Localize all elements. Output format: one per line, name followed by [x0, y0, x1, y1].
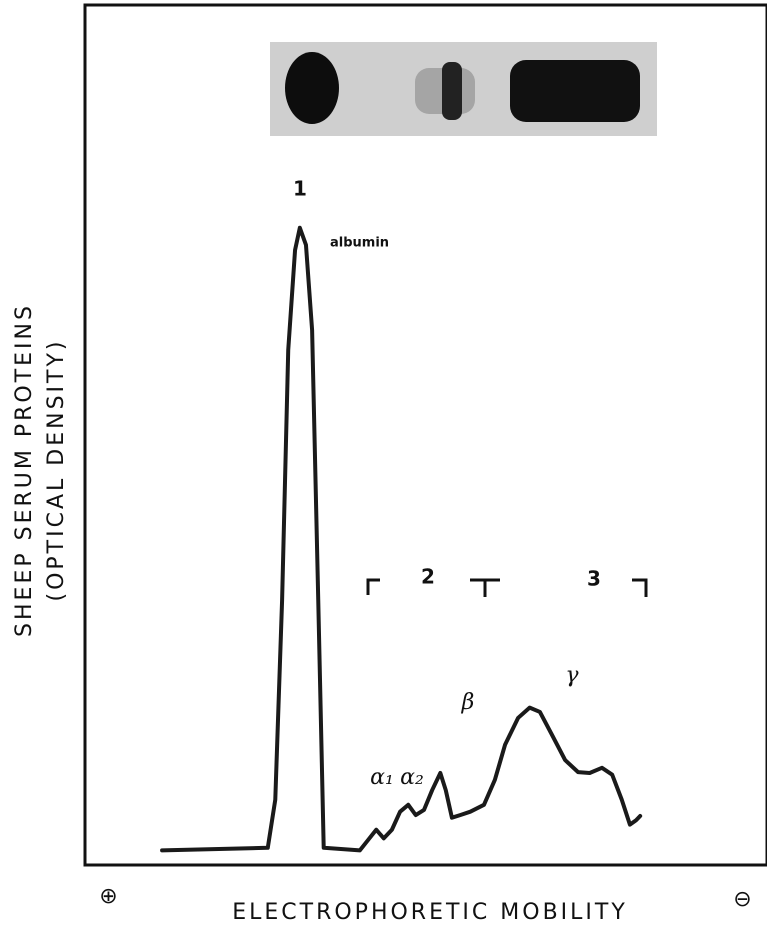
annotation: β	[461, 690, 475, 715]
annotation: 3	[587, 567, 601, 591]
annotation: 1	[293, 177, 307, 201]
x-end-label: ⊕	[99, 884, 120, 909]
annotation: α₁	[370, 765, 394, 790]
annotation: 2	[421, 565, 435, 589]
annotation: γ	[565, 663, 579, 688]
y-axis-label: (OPTICAL DENSITY)	[44, 339, 69, 602]
annotation: albumin	[330, 236, 389, 251]
x-axis-label: ELECTROPHORETIC MOBILITY	[232, 900, 628, 925]
plot-frame	[83, 3, 767, 867]
density-curve	[160, 225, 643, 853]
annotation: α₂	[400, 765, 424, 790]
brackets	[366, 578, 648, 597]
x-end-label: ⊖	[733, 887, 754, 912]
gel-strip	[270, 42, 657, 136]
y-axis-label: SHEEP SERUM PROTEINS	[12, 303, 37, 637]
